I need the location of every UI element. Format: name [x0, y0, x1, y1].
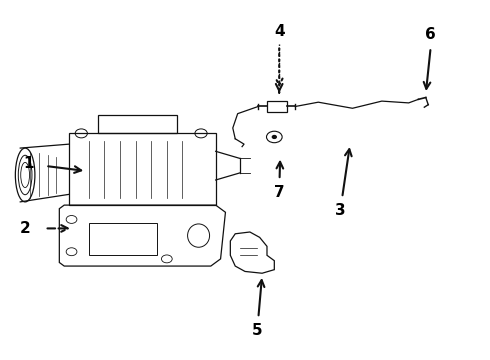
Text: 1: 1 — [24, 156, 34, 171]
Text: 4: 4 — [274, 24, 285, 39]
Text: 6: 6 — [425, 27, 436, 42]
Text: 3: 3 — [335, 203, 345, 218]
Circle shape — [272, 135, 276, 138]
Text: 5: 5 — [252, 323, 263, 338]
Text: 7: 7 — [274, 185, 285, 200]
Text: 2: 2 — [20, 221, 30, 236]
